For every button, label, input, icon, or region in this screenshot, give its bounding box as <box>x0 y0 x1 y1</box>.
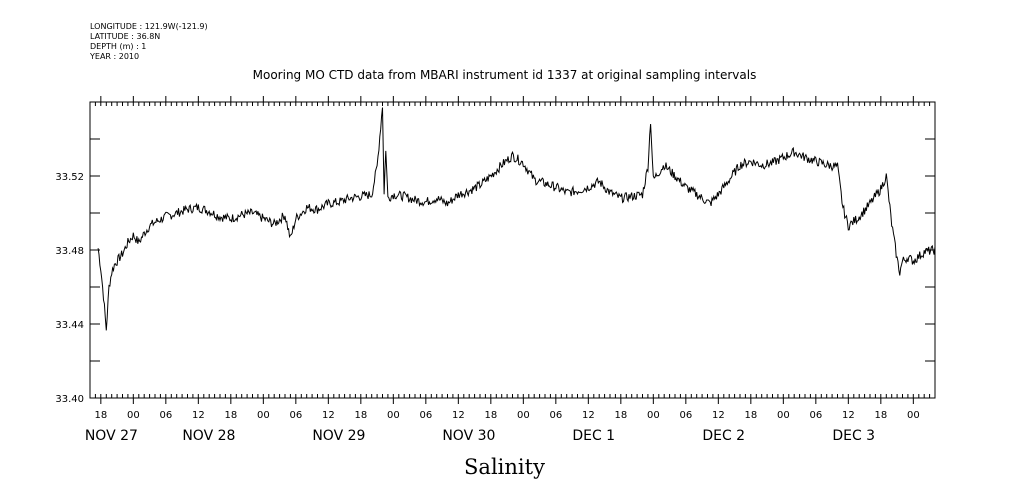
x-tick-label: 06 <box>679 410 692 421</box>
chart-title: Mooring MO CTD data from MBARI instrumen… <box>252 68 757 82</box>
x-day-label: NOV 29 <box>312 428 365 444</box>
x-tick-label: 00 <box>907 410 920 421</box>
x-tick-label: 00 <box>517 410 530 421</box>
y-tick-label: 33.48 <box>55 246 84 257</box>
x-day-label: NOV 30 <box>442 428 495 444</box>
x-tick-label: 00 <box>777 410 790 421</box>
x-tick-label: 00 <box>387 410 400 421</box>
x-tick-label: 00 <box>647 410 660 421</box>
x-tick-label: 00 <box>257 410 270 421</box>
x-day-label: NOV 28 <box>182 428 235 444</box>
x-tick-label: 06 <box>549 410 562 421</box>
x-day-label: NOV 27 <box>85 428 138 444</box>
x-minor-ticks <box>89 102 936 398</box>
x-tick-label: 12 <box>452 410 465 421</box>
x-tick-label: 12 <box>322 410 335 421</box>
y-tick-label: 33.52 <box>55 172 84 183</box>
x-tick-label: 18 <box>614 410 627 421</box>
x-day-label: DEC 3 <box>832 428 875 444</box>
plot-frame <box>89 101 936 399</box>
x-tick-label: 12 <box>712 410 725 421</box>
x-tick-label: 06 <box>809 410 822 421</box>
y-tick-label: 33.40 <box>55 394 84 405</box>
x-tick-label: 18 <box>94 410 107 421</box>
x-tick-label: 18 <box>744 410 757 421</box>
x-tick-label: 12 <box>192 410 205 421</box>
salinity-series-line <box>97 107 936 331</box>
chart-footer-label: Salinity <box>464 455 545 479</box>
depth-label: DEPTH (m) : 1 <box>90 42 147 51</box>
x-tick-label: 18 <box>874 410 887 421</box>
x-tick-label: 12 <box>582 410 595 421</box>
x-tick-label: 12 <box>842 410 855 421</box>
metadata-block: LONGITUDE : 121.9W(-121.9) LATITUDE : 36… <box>90 22 208 62</box>
x-tick-label: 06 <box>419 410 432 421</box>
y-tick-label: 33.44 <box>55 320 84 331</box>
x-tick-label: 18 <box>224 410 237 421</box>
x-tick-label: 06 <box>289 410 302 421</box>
x-tick-label: 18 <box>484 410 497 421</box>
longitude-label: LONGITUDE : 121.9W(-121.9) <box>90 22 208 31</box>
latitude-label: LATITUDE : 36.8N <box>90 32 161 41</box>
x-tick-label: 18 <box>354 410 367 421</box>
x-tick-label: 06 <box>159 410 172 421</box>
x-day-label: DEC 1 <box>572 428 615 444</box>
x-tick-label: 00 <box>127 410 140 421</box>
year-label: YEAR : 2010 <box>90 52 140 61</box>
x-day-label: DEC 2 <box>702 428 745 444</box>
